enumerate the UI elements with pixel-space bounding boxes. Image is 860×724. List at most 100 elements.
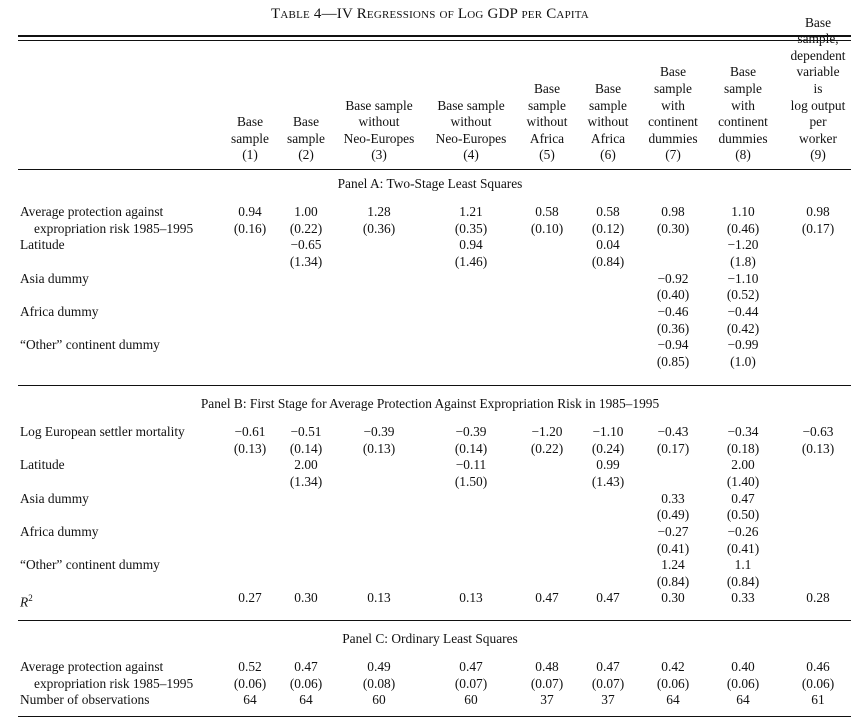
column-header-line: with xyxy=(661,97,685,113)
std-error: (0.46) xyxy=(726,220,760,236)
r-squared-sup: 2 xyxy=(28,592,33,603)
r-squared-value: 0.30 xyxy=(294,589,318,605)
column-header-line: Base xyxy=(236,114,264,130)
column-header-line: without xyxy=(587,114,629,130)
coef-value: 1.10 xyxy=(731,204,755,219)
coef-value: −0.61 xyxy=(234,424,266,439)
std-error: (0.42) xyxy=(726,320,760,336)
column-header-4: Base sample without Neo-Europes (4) xyxy=(436,98,507,164)
coef-value: 1.1 xyxy=(734,557,752,573)
table-title: Table 4—IV Regressions of Log GDP per Ca… xyxy=(0,6,860,23)
coef-value: 2.00 xyxy=(294,457,318,473)
coef-value: −0.99 xyxy=(727,337,759,353)
coef-value: −1.10 xyxy=(727,270,759,286)
coef-value: 0.33 xyxy=(661,490,685,506)
column-header-3: Base sample without Neo-Europes (3) xyxy=(344,98,415,164)
column-header-line: dependent xyxy=(790,47,846,63)
column-header-line: continent xyxy=(648,114,698,130)
title-dash: — xyxy=(321,6,337,22)
r-squared-value: 0.27 xyxy=(238,589,262,605)
std-error: (1.34) xyxy=(289,253,323,269)
row-label: Africa dummy xyxy=(20,523,99,539)
std-error: (0.13) xyxy=(233,440,267,456)
std-error: (1.43) xyxy=(591,473,625,489)
column-number: (2) xyxy=(298,147,314,163)
column-number: (5) xyxy=(539,147,555,163)
coef-value: 0.52 xyxy=(238,659,262,674)
r-squared-value: 0.13 xyxy=(459,589,483,605)
coef-value: 1.28 xyxy=(367,204,391,219)
header-rule xyxy=(18,169,851,170)
column-header-line: Base sample xyxy=(345,97,413,113)
coef-value: 2.00 xyxy=(731,457,755,473)
coef-value: −0.94 xyxy=(657,337,689,353)
column-header-line: variable is xyxy=(796,64,840,97)
column-header-line: sample, xyxy=(797,31,839,47)
column-number: (3) xyxy=(371,147,387,163)
column-header-line: sample xyxy=(724,81,762,97)
std-error: (1.0) xyxy=(730,353,756,369)
coef-value: 0.98 xyxy=(661,204,685,219)
column-header-5: Base sample without Africa (5) xyxy=(527,81,568,164)
column-number: (7) xyxy=(665,147,681,163)
column-header-line: Africa xyxy=(529,130,565,146)
std-error: (1.8) xyxy=(730,253,756,269)
coef-value: −0.26 xyxy=(727,523,759,539)
coef-value: −1.20 xyxy=(727,237,759,253)
column-header-line: Base xyxy=(659,64,687,80)
coef-value: −0.39 xyxy=(455,424,487,439)
std-error: (0.16) xyxy=(233,220,267,236)
coef-value: −0.11 xyxy=(455,457,487,473)
observations-value: 64 xyxy=(243,692,257,708)
panel-a-rule xyxy=(18,385,851,386)
panel-b-rule xyxy=(18,620,851,621)
column-header-2: Base sample (2) xyxy=(287,114,325,164)
std-error: (0.06) xyxy=(233,675,267,691)
column-number: (8) xyxy=(735,147,751,163)
std-error: (1.40) xyxy=(726,473,760,489)
coef-value: 0.47 xyxy=(731,490,755,506)
std-error: (0.35) xyxy=(454,220,488,236)
coef-value: −0.51 xyxy=(290,424,322,439)
observations-value: 37 xyxy=(540,692,554,708)
row-label: expropriation risk 1985–1995 xyxy=(34,675,194,691)
coef-value: 0.94 xyxy=(459,237,483,253)
coef-value: −0.43 xyxy=(657,424,689,439)
std-error: (0.06) xyxy=(656,675,690,691)
std-error: (0.84) xyxy=(656,573,690,589)
coef-value: 0.42 xyxy=(661,659,685,674)
std-error: (0.07) xyxy=(530,675,564,691)
observations-value: 64 xyxy=(666,692,680,708)
coef-value: 0.99 xyxy=(596,457,620,473)
observations-value: 64 xyxy=(736,692,750,708)
std-error: (0.50) xyxy=(726,507,760,523)
row-label: “Other” continent dummy xyxy=(20,557,160,573)
std-error: (0.14) xyxy=(289,440,323,456)
column-header-line: sample xyxy=(287,130,325,146)
column-number: (6) xyxy=(600,147,616,163)
column-header-line: Neo-Europes xyxy=(435,130,507,146)
column-header-1: Base sample (1) xyxy=(231,114,269,164)
coef-value: −0.63 xyxy=(802,424,834,439)
std-error: (0.07) xyxy=(591,675,625,691)
std-error: (0.30) xyxy=(656,220,690,236)
panel-title: Panel B: First Stage for Average Protect… xyxy=(200,396,660,411)
row-label: “Other” continent dummy xyxy=(20,337,160,353)
table-caption: IV Regressions of Log GDP per Capita xyxy=(336,6,589,22)
column-header-line: sample xyxy=(589,97,627,113)
column-header-8: Base sample with continent dummies (8) xyxy=(718,64,768,164)
std-error: (1.50) xyxy=(454,473,488,489)
std-error: (0.06) xyxy=(289,675,323,691)
column-header-line: log output xyxy=(790,97,846,113)
std-error: (0.36) xyxy=(656,320,690,336)
column-header-line: Base xyxy=(533,81,561,97)
observations-value: 61 xyxy=(811,692,825,708)
table-number: Table 4 xyxy=(271,6,322,22)
r-squared-value: 0.13 xyxy=(367,589,391,605)
std-error: (0.40) xyxy=(656,287,690,303)
coef-value: 0.46 xyxy=(806,659,830,674)
coef-value: −0.44 xyxy=(727,303,759,319)
std-error: (0.36) xyxy=(362,220,396,236)
std-error: (0.18) xyxy=(726,440,760,456)
column-header-line: per worker xyxy=(799,114,837,146)
